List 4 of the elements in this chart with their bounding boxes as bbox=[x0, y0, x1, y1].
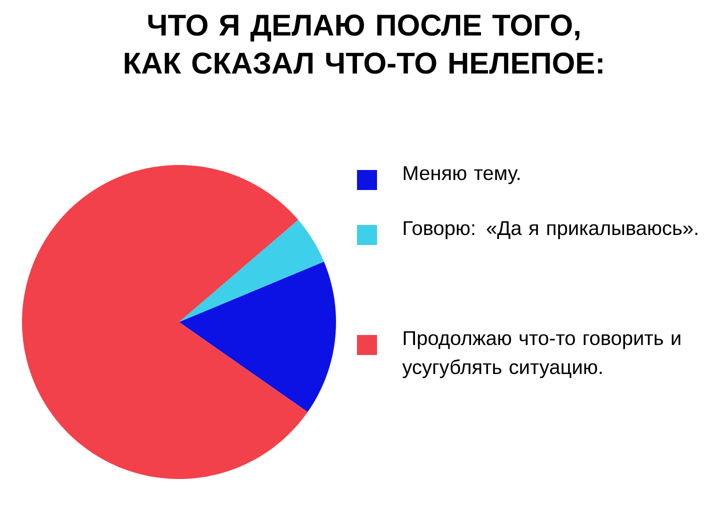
legend-label: Говорю: «Да я прикалываюсь». bbox=[404, 221, 698, 240]
chart-title: ЧТО Я ДЕЛАЮ ПОСЛЕ ТОГО, КАК СКАЗАЛ ЧТО-ТО НЕЛЕПОЕ: bbox=[124, 14, 602, 74]
legend-label: Продолжаю что-то говорить и усугублять ситуацию. bbox=[402, 331, 680, 378]
legend-label: Меняю тему. bbox=[404, 166, 520, 184]
